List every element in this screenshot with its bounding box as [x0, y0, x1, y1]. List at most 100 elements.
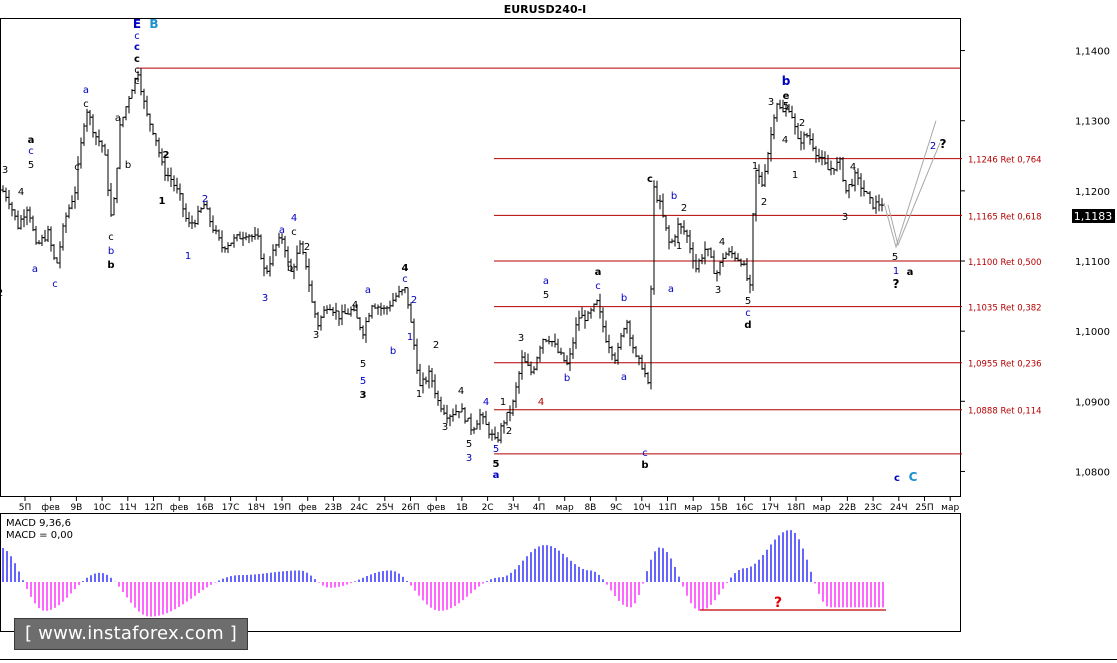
- wave-label: a: [493, 470, 500, 481]
- y-tick-label: 1,1100: [1075, 257, 1110, 268]
- forecast-projection: [883, 120, 941, 249]
- wave-label: b: [108, 246, 114, 257]
- x-tick-label: 25Ч: [376, 503, 394, 513]
- wave-label: b: [564, 373, 570, 384]
- fib-level-label: 1,0888 Ret 0,114: [968, 407, 1042, 417]
- fibonacci-labels: 1,1246 Ret 0,764 1,1165 Ret 0,618 1,1100 R…: [968, 156, 1042, 417]
- y-tick-label: 1,0800: [1075, 467, 1110, 478]
- candle: [880, 198, 884, 212]
- x-tick-label: мар: [684, 503, 702, 513]
- wave-label: c: [83, 99, 89, 110]
- wave-label: a: [621, 372, 627, 383]
- wave-label: 3: [313, 330, 319, 341]
- wave-label: 5: [892, 252, 898, 263]
- wave-label: a: [279, 225, 285, 236]
- wave-label: ?: [940, 137, 947, 151]
- x-tick-label: 23В: [325, 503, 343, 513]
- wave-label: 3: [360, 390, 367, 401]
- wave-label: 5: [360, 359, 366, 370]
- wave-label: 5: [466, 439, 472, 450]
- x-tick-label: 8В: [584, 503, 596, 513]
- wave-label: a: [32, 264, 38, 275]
- wave-label: a: [365, 285, 371, 296]
- projection-path: [883, 120, 937, 249]
- x-tick-label: 3Ч: [507, 503, 519, 513]
- x-tick-label: 16В: [196, 503, 214, 513]
- wave-label: b: [125, 160, 131, 171]
- wave-label: a: [543, 276, 549, 287]
- wave-label: 1: [792, 170, 798, 181]
- x-tick-label: 17Ч: [761, 503, 779, 513]
- x-tick-label: 26П: [401, 503, 419, 513]
- wave-label: c: [402, 274, 408, 285]
- x-tick-label: мар: [813, 503, 831, 513]
- wave-label: 2: [0, 288, 3, 299]
- wave-label: 5: [543, 290, 549, 301]
- wave-label: c: [894, 473, 900, 484]
- wave-label: e: [783, 91, 790, 102]
- wave-label: E: [133, 17, 141, 31]
- wave-label: 1: [676, 241, 682, 252]
- wave-label: a: [115, 113, 121, 124]
- x-tick-label: 24Ч: [890, 503, 908, 513]
- x-tick-label: 4П: [533, 503, 546, 513]
- wave-label: 3: [442, 422, 448, 433]
- x-tick-label: 9С: [610, 503, 622, 513]
- x-tick-label: фев: [298, 503, 317, 513]
- wave-label: 4: [538, 397, 544, 408]
- x-tick-label: 24С: [350, 503, 368, 513]
- wave-label: c: [134, 54, 140, 65]
- wave-label: a: [907, 267, 914, 278]
- wave-label: 1: [416, 389, 422, 400]
- x-tick-label: 2С: [482, 503, 494, 513]
- macd-panel: [0, 513, 961, 632]
- x-tick-label: 12П: [144, 503, 162, 513]
- wave-label: 4: [402, 263, 409, 274]
- x-tick-label: 17С: [222, 503, 240, 513]
- wave-label: 4: [352, 300, 358, 311]
- wave-label: 3: [715, 285, 721, 296]
- wave-label: 1: [159, 196, 166, 207]
- wave-label: 2: [506, 426, 512, 437]
- wave-label: b: [621, 293, 627, 304]
- y-tick-label: 1,1200: [1075, 187, 1110, 198]
- wave-label: 3: [842, 212, 848, 223]
- x-tick-label: мар: [941, 503, 959, 513]
- macd-question-mark: ?: [774, 595, 782, 611]
- chart-title: EURUSD240-I: [504, 3, 587, 16]
- wave-label: 3: [262, 293, 268, 304]
- wave-label: c: [134, 65, 140, 76]
- fib-level-label: 1,0955 Ret 0,236: [968, 360, 1042, 370]
- fib-level-label: 1,1165 Ret 0,618: [968, 212, 1042, 222]
- wave-label: 4: [458, 386, 464, 397]
- wave-label: b: [782, 74, 791, 88]
- wave-label: b: [287, 263, 293, 274]
- fib-level-label: 1,1246 Ret 0,764: [968, 156, 1042, 166]
- wave-label: 5: [360, 376, 366, 387]
- y-tick-label: 1,1300: [1075, 117, 1110, 128]
- wave-label: 3: [2, 165, 8, 176]
- x-tick-label: 10Ч: [633, 503, 651, 513]
- y-tick-label: 1,0900: [1075, 397, 1110, 408]
- wave-label: 2: [433, 340, 439, 351]
- wave-label: a: [595, 267, 602, 278]
- wave-label: b: [390, 346, 396, 357]
- x-tick-label: 5П: [19, 503, 32, 513]
- wave-label: 1: [752, 161, 758, 172]
- wave-label: c: [745, 308, 751, 319]
- wave-label: c: [134, 76, 140, 87]
- x-tick-label: 22В: [839, 503, 857, 513]
- wave-label: c: [134, 31, 140, 42]
- wave-label: C: [909, 470, 918, 484]
- macd-title: MACD 9,36,6: [6, 518, 71, 529]
- wave-label: c: [52, 279, 58, 290]
- wave-label: 1: [185, 251, 191, 262]
- wave-label: c: [647, 174, 653, 185]
- wave-label: 5: [28, 160, 34, 171]
- wave-label: 5: [745, 296, 751, 307]
- wave-label: c: [134, 42, 140, 53]
- wave-label: 3: [518, 333, 524, 344]
- wave-label: 2: [681, 203, 687, 214]
- watermark-banner: [ www.instaforex.com ]: [14, 618, 248, 650]
